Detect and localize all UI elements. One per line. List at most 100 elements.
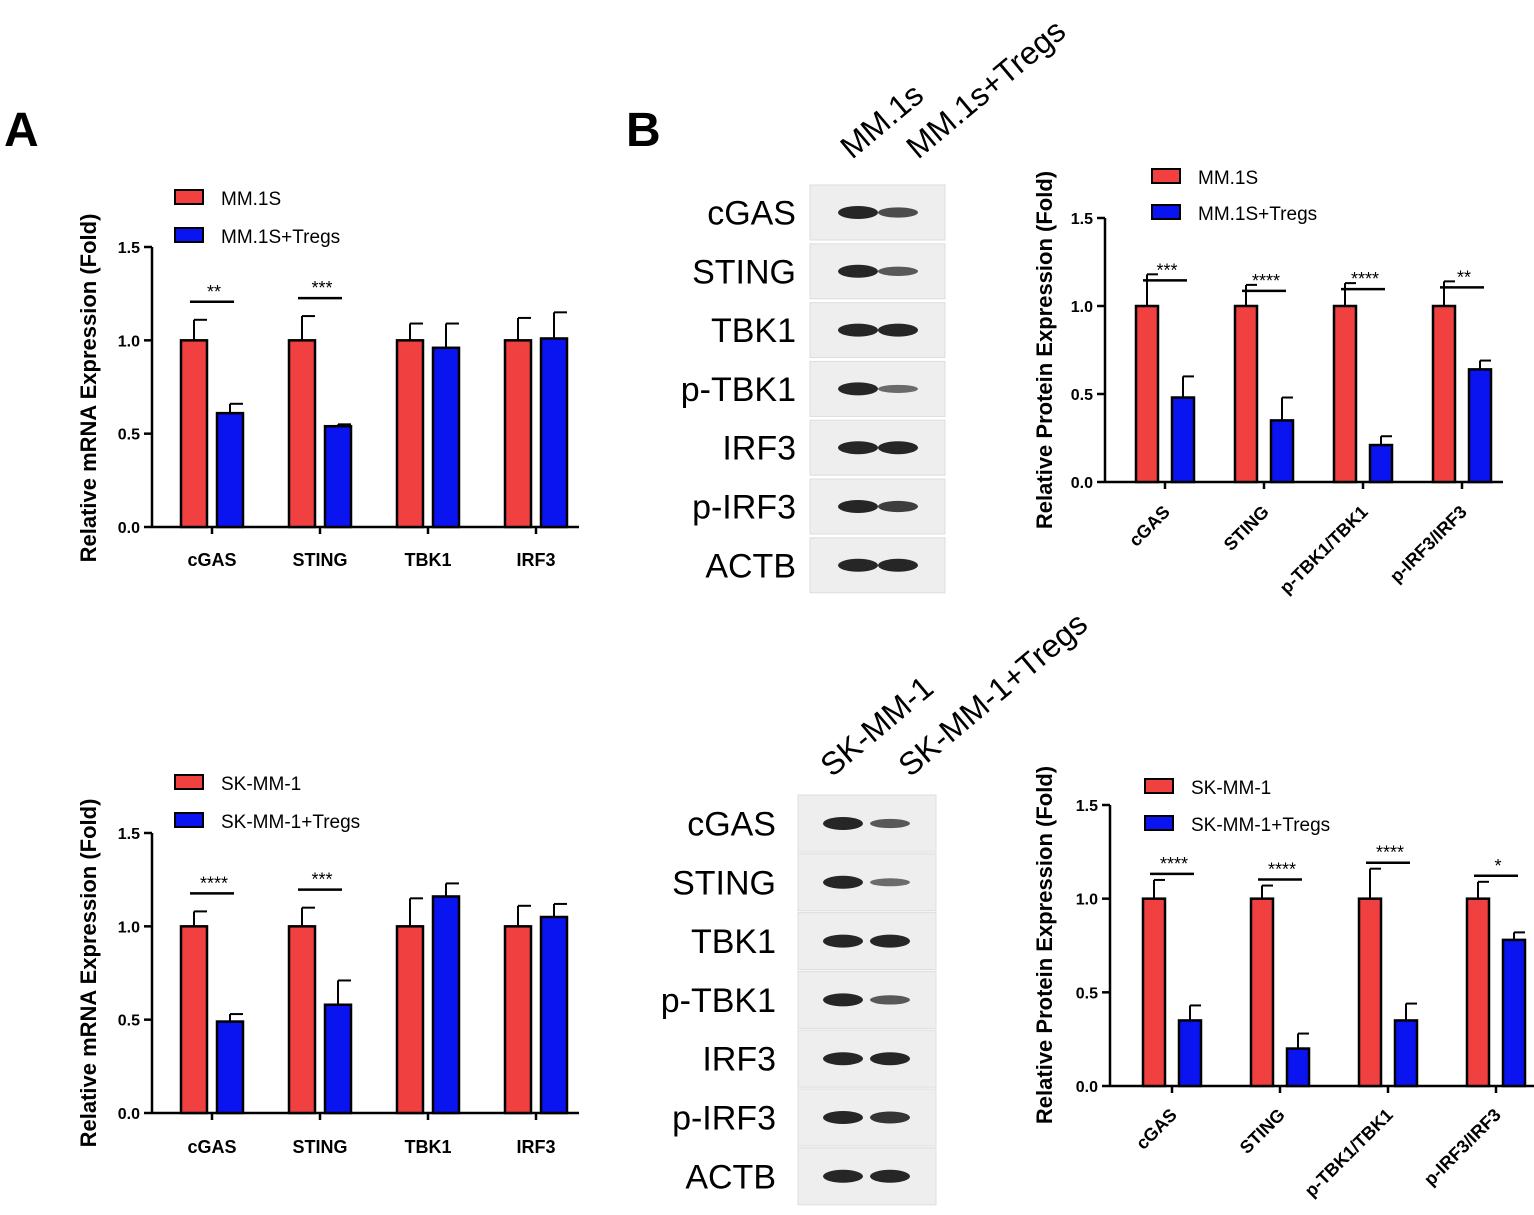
blot-band	[838, 206, 878, 219]
significance-mark: ***	[311, 278, 332, 298]
legend-swatch	[1144, 815, 1174, 831]
y-tick-label: 1.5	[118, 240, 140, 257]
blot-band	[870, 995, 910, 1005]
bar	[1431, 304, 1457, 484]
blot-band	[878, 207, 918, 218]
bar	[179, 925, 209, 1115]
blot-band	[823, 875, 863, 889]
blot-band	[878, 323, 918, 337]
blot-band	[838, 441, 878, 455]
legend-swatch	[174, 812, 204, 828]
significance-mark: ***	[1156, 260, 1177, 280]
blot-band	[823, 934, 863, 948]
blot-row-label: STING	[692, 253, 796, 291]
y-tick-label: 1.0	[1071, 299, 1093, 316]
legend-swatch	[174, 189, 204, 205]
blot-row-label: ACTB	[705, 547, 796, 585]
protein-chart-skmm1: 0.0 0.5 1.0 1.5 Relative Protein Expression …	[1032, 766, 1534, 1201]
bar	[323, 424, 353, 529]
blot-band	[838, 323, 878, 337]
significance-mark: ****	[1376, 843, 1404, 863]
bar	[1357, 897, 1383, 1088]
bar	[1269, 419, 1295, 484]
blot-row-label: ACTB	[685, 1158, 776, 1196]
bar	[323, 1003, 353, 1115]
bar	[287, 925, 317, 1115]
blot-band	[823, 1169, 863, 1183]
blot-strip	[809, 184, 946, 241]
y-tick-label: 0.0	[118, 1106, 140, 1123]
y-tick-label: 1.0	[118, 919, 140, 936]
blot-strip	[797, 1147, 937, 1206]
blot-band	[838, 558, 878, 572]
y-axis-label: Relative Protein Expression (Fold)	[1032, 171, 1057, 529]
blot-band	[838, 382, 878, 396]
significance-mark: ****	[1252, 271, 1280, 291]
blot-band	[878, 441, 918, 455]
bar	[1285, 1047, 1311, 1088]
western-blot-mm1s: MM.1sMM.1s+TregscGASSTINGTBK1p-TBK1IRF3p…	[681, 12, 1072, 594]
blot-band	[838, 500, 878, 513]
legend-label: SK-MM-1	[221, 774, 301, 795]
x-tick-label: p-IRF3/IRF3	[1386, 502, 1471, 587]
bar	[287, 339, 317, 529]
legend-swatch	[174, 774, 204, 790]
bar	[395, 339, 425, 529]
x-tick-label: cGAS	[1125, 502, 1174, 551]
y-tick-label: 0.5	[1076, 985, 1098, 1002]
y-axis-label: Relative mRNA Expression (Fold)	[76, 214, 101, 563]
blot-band	[870, 818, 910, 829]
legend-label: MM.1S	[1198, 168, 1258, 189]
bar	[179, 339, 209, 529]
blot-band	[870, 1169, 910, 1183]
bar	[1467, 368, 1493, 484]
legend-swatch	[1144, 778, 1174, 794]
bar	[1249, 897, 1275, 1088]
blot-band	[870, 878, 910, 887]
panel-letter-b: B	[626, 104, 661, 157]
blot-row-label: p-TBK1	[681, 371, 796, 409]
bar	[1177, 1019, 1203, 1088]
blot-row-label: cGAS	[707, 195, 796, 233]
blot-band	[870, 1111, 910, 1124]
significance-mark: ****	[1160, 854, 1188, 874]
significance-mark: ****	[1268, 860, 1296, 880]
y-tick-label: 1.5	[1076, 798, 1098, 815]
blot-strip	[797, 1029, 937, 1088]
legend-label: SK-MM-1	[1191, 778, 1271, 799]
blot-band	[878, 384, 918, 393]
blot-band	[878, 558, 918, 572]
bar	[1368, 443, 1394, 484]
blot-band	[823, 1052, 863, 1066]
y-tick-label: 1.5	[118, 826, 140, 843]
significance-mark: ****	[1351, 269, 1379, 289]
y-tick-label: 1.0	[1076, 892, 1098, 909]
lane-label: MM.1s+Tregs	[899, 12, 1072, 165]
bar	[1134, 304, 1160, 484]
legend-swatch	[174, 227, 204, 243]
legend-label: SK-MM-1+Tregs	[1191, 815, 1330, 836]
blot-strip	[797, 1088, 937, 1147]
x-tick-label: TBK1	[404, 1137, 451, 1157]
x-tick-label: p-IRF3/IRF3	[1420, 1105, 1505, 1190]
significance-mark: *	[1494, 856, 1501, 876]
blot-strip	[797, 794, 937, 853]
mrna-chart-mm1s: 0.0 0.5 1.0 1.5 Relative mRNA Expression (Fo…	[76, 189, 579, 570]
bar	[215, 1020, 245, 1115]
y-tick-label: 0.5	[1071, 387, 1093, 404]
legend-label: MM.1S+Tregs	[1198, 204, 1317, 225]
y-axis-label: Relative mRNA Expression (Fold)	[76, 799, 101, 1148]
x-tick-label: cGAS	[187, 550, 236, 570]
mrna-chart-skmm1: 0.0 0.5 1.0 1.5 Relative mRNA Expression (Fo…	[76, 774, 579, 1157]
x-tick-label: cGAS	[1132, 1105, 1181, 1154]
bar	[1141, 897, 1167, 1088]
bar	[1501, 938, 1527, 1088]
blot-row-label: IRF3	[722, 430, 796, 468]
panel-letter-a: A	[4, 104, 39, 157]
bar	[431, 895, 461, 1115]
x-tick-label: STING	[292, 1137, 347, 1157]
significance-mark: ***	[311, 870, 332, 890]
legend-label: SK-MM-1+Tregs	[221, 812, 360, 833]
blot-band	[878, 500, 918, 513]
